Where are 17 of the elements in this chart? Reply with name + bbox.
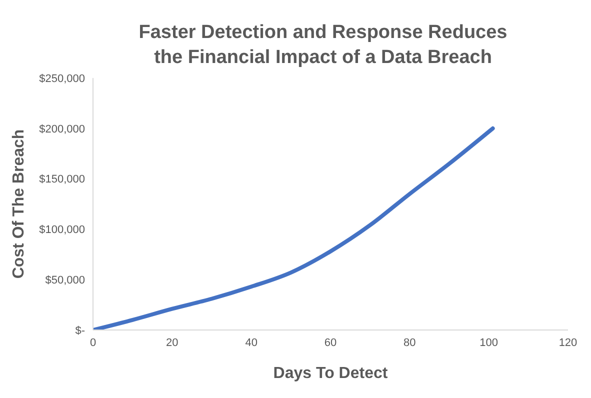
x-tick-label: 0 <box>90 336 96 349</box>
x-tick-label: 80 <box>404 336 416 349</box>
y-tick-label: $50,000 <box>45 274 85 287</box>
x-axis-title: Days To Detect <box>273 365 388 382</box>
x-tick-label: 40 <box>245 336 258 349</box>
y-tick-label: $150,000 <box>39 174 85 186</box>
x-tick-label: 120 <box>558 336 578 349</box>
y-tick-label: $100,000 <box>39 224 85 236</box>
y-axis-title: Cost Of The Breach <box>10 129 28 279</box>
x-tick-label: 60 <box>324 336 337 349</box>
y-tick-label: $200,000 <box>39 123 85 136</box>
chart-title: Faster Detection and Response Reduces the Financial Impact of a Data Breach <box>138 21 508 70</box>
line-series <box>93 126 495 330</box>
y-tick-label: $250,000 <box>39 72 85 85</box>
y-tick-label: $- <box>75 324 86 337</box>
x-tick-label: 100 <box>480 336 498 349</box>
x-tick-label: 20 <box>166 336 178 349</box>
